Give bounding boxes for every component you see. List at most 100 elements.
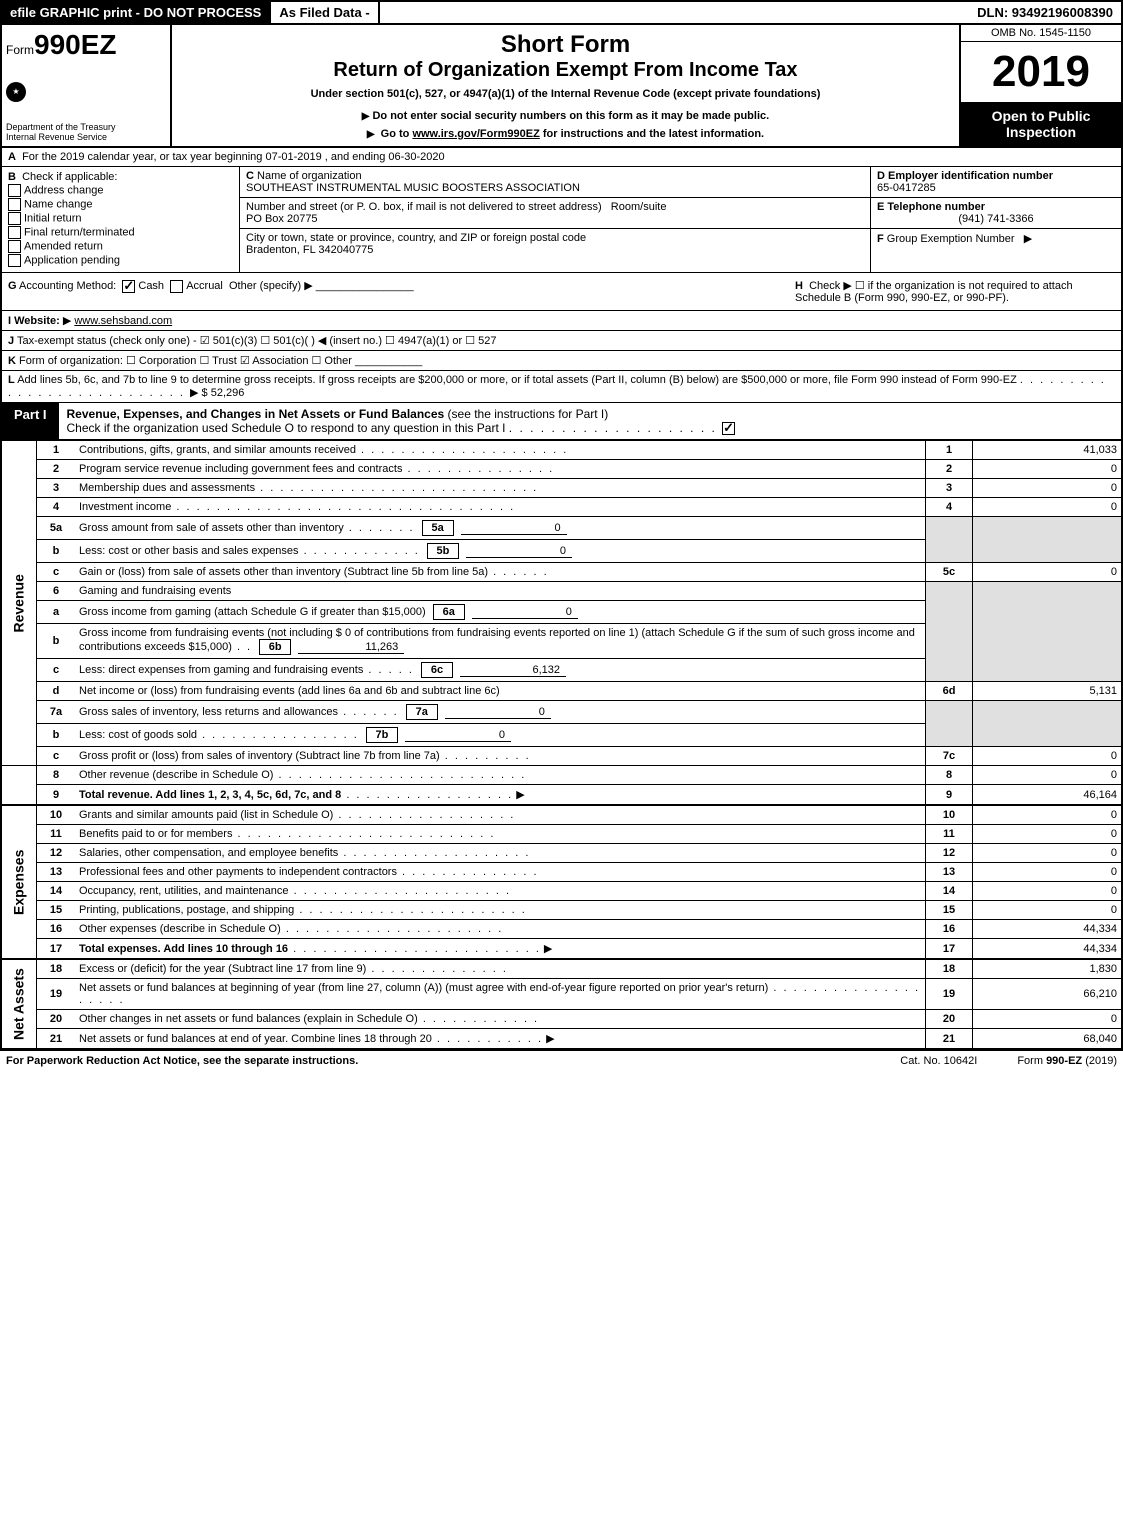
table-row: 6 Gaming and fundraising events	[1, 582, 1122, 601]
dept-label: Department of the Treasury	[6, 122, 166, 132]
omb-number: OMB No. 1545-1150	[961, 25, 1121, 42]
side-revenue: Revenue	[1, 441, 37, 766]
city-row: City or town, state or province, country…	[240, 229, 870, 259]
form-number: Form990EZ	[6, 29, 166, 61]
col-c: C Name of organization SOUTHEAST INSTRUM…	[240, 167, 870, 272]
table-row: 12 Salaries, other compensation, and emp…	[1, 844, 1122, 863]
table-row: 5a Gross amount from sale of assets othe…	[1, 517, 1122, 540]
org-name-label: Name of organization	[257, 170, 362, 182]
table-row: 8 Other revenue (describe in Schedule O)…	[1, 766, 1122, 785]
row-gh: G Accounting Method: Cash Accrual Other …	[0, 273, 1123, 311]
row-l-text: Add lines 5b, 6c, and 7b to line 9 to de…	[17, 374, 1017, 386]
part1-label: Part I	[2, 403, 59, 439]
addr-row: Number and street (or P. O. box, if mail…	[240, 198, 870, 229]
irs-link[interactable]: www.irs.gov/Form990EZ	[412, 128, 539, 140]
val-9: 46,164	[973, 785, 1123, 806]
table-row: Revenue 1 Contributions, gifts, grants, …	[1, 441, 1122, 460]
irs-seal-icon: ★	[6, 82, 26, 102]
val-8: 0	[973, 766, 1123, 785]
chk-schedule-o[interactable]	[722, 422, 735, 435]
phone-value: (941) 741-3366	[877, 213, 1115, 225]
tax-exempt-text: Tax-exempt status (check only one) - ☑ 5…	[17, 335, 497, 347]
group-label: Group Exemption Number	[887, 233, 1015, 245]
table-row: 14 Occupancy, rent, utilities, and maint…	[1, 882, 1122, 901]
part1-header: Part I Revenue, Expenses, and Changes in…	[0, 403, 1123, 441]
table-row: 4 Investment income . . . . . . . . . . …	[1, 498, 1122, 517]
val-16: 44,334	[973, 920, 1123, 939]
chk-name[interactable]: Name change	[8, 198, 233, 211]
org-name-value: SOUTHEAST INSTRUMENTAL MUSIC BOOSTERS AS…	[246, 182, 580, 194]
val-3: 0	[973, 479, 1123, 498]
col-b-label: Check if applicable:	[22, 171, 117, 183]
chk-address[interactable]: Address change	[8, 184, 233, 197]
ein-cell: D Employer identification number 65-0417…	[871, 167, 1121, 198]
table-row: 21 Net assets or fund balances at end of…	[1, 1029, 1122, 1050]
row-h: H Check ▶ ☐ if the organization is not r…	[795, 279, 1115, 304]
part1-title: Revenue, Expenses, and Changes in Net As…	[59, 403, 1121, 439]
website-link[interactable]: www.sehsband.com	[74, 315, 172, 327]
table-row: 3 Membership dues and assessments . . . …	[1, 479, 1122, 498]
part1-table: Revenue 1 Contributions, gifts, grants, …	[0, 441, 1123, 1050]
other-label: Other (specify)	[229, 280, 301, 292]
val-5b: 0	[466, 545, 572, 558]
goto-suffix: for instructions and the latest informat…	[540, 128, 764, 140]
table-row: 2 Program service revenue including gove…	[1, 460, 1122, 479]
under-section: Under section 501(c), 527, or 4947(a)(1)…	[182, 88, 949, 100]
dln-label: DLN: 93492196008390	[969, 2, 1121, 23]
group-cell: F Group Exemption Number ▶	[871, 229, 1121, 272]
chk-final[interactable]: Final return/terminated	[8, 226, 233, 239]
val-5c: 0	[973, 563, 1123, 582]
page-footer: For Paperwork Reduction Act Notice, see …	[0, 1050, 1123, 1071]
open-public-badge: Open to Public Inspection	[961, 102, 1121, 146]
header-center: Short Form Return of Organization Exempt…	[172, 25, 959, 146]
form-prefix: Form	[6, 43, 34, 57]
row-i: I Website: ▶ www.sehsband.com	[0, 311, 1123, 331]
chk-cash[interactable]	[122, 280, 135, 293]
val-7b: 0	[405, 729, 511, 742]
chk-pending[interactable]: Application pending	[8, 254, 233, 267]
ein-label: Employer identification number	[888, 170, 1053, 182]
col-d: D Employer identification number 65-0417…	[870, 167, 1121, 272]
val-13: 0	[973, 863, 1123, 882]
val-5a: 0	[461, 522, 567, 535]
goto-prefix: Go to	[381, 128, 413, 140]
val-18: 1,830	[973, 959, 1123, 979]
table-row: 15 Printing, publications, postage, and …	[1, 901, 1122, 920]
header-right: OMB No. 1545-1150 2019 Open to Public In…	[959, 25, 1121, 146]
cat-no: Cat. No. 10642I	[900, 1055, 977, 1067]
table-row: 9 Total revenue. Add lines 1, 2, 3, 4, 5…	[1, 785, 1122, 806]
val-12: 0	[973, 844, 1123, 863]
gross-receipts-value: $ 52,296	[202, 387, 245, 399]
chk-amended[interactable]: Amended return	[8, 240, 233, 253]
chk-accrual[interactable]	[170, 280, 183, 293]
part1-check-text: Check if the organization used Schedule …	[67, 421, 506, 435]
val-21: 68,040	[973, 1029, 1123, 1050]
form-org-text: Form of organization: ☐ Corporation ☐ Tr…	[19, 355, 352, 367]
row-l: L Add lines 5b, 6c, and 7b to line 9 to …	[0, 371, 1123, 403]
efile-notice: efile GRAPHIC print - DO NOT PROCESS	[2, 2, 269, 23]
table-row: Expenses 10 Grants and similar amounts p…	[1, 805, 1122, 825]
form-num: 990EZ	[34, 29, 117, 60]
tax-year: 2019	[961, 42, 1121, 102]
row-g: G Accounting Method: Cash Accrual Other …	[8, 279, 795, 304]
chk-initial[interactable]: Initial return	[8, 212, 233, 225]
part1-title-text: Revenue, Expenses, and Changes in Net As…	[67, 407, 445, 421]
table-row: 17 Total expenses. Add lines 10 through …	[1, 939, 1122, 960]
website-label: Website:	[14, 315, 60, 327]
irs-label: Internal Revenue Service	[6, 132, 166, 142]
row-j: J Tax-exempt status (check only one) - ☑…	[0, 331, 1123, 351]
val-10: 0	[973, 805, 1123, 825]
return-title: Return of Organization Exempt From Incom…	[182, 59, 949, 82]
side-expenses: Expenses	[1, 805, 37, 959]
val-6c: 6,132	[460, 664, 566, 677]
val-15: 0	[973, 901, 1123, 920]
side-netassets: Net Assets	[1, 959, 37, 1049]
room-label: Room/suite	[611, 201, 667, 213]
col-b: B Check if applicable: Address change Na…	[2, 167, 240, 272]
table-row: d Net income or (loss) from fundraising …	[1, 682, 1122, 701]
phone-label: Telephone number	[887, 201, 985, 213]
city-label: City or town, state or province, country…	[246, 232, 586, 244]
table-row: 20 Other changes in net assets or fund b…	[1, 1010, 1122, 1029]
form-ref: Form 990-EZ (2019)	[1017, 1055, 1117, 1067]
val-7a: 0	[445, 706, 551, 719]
